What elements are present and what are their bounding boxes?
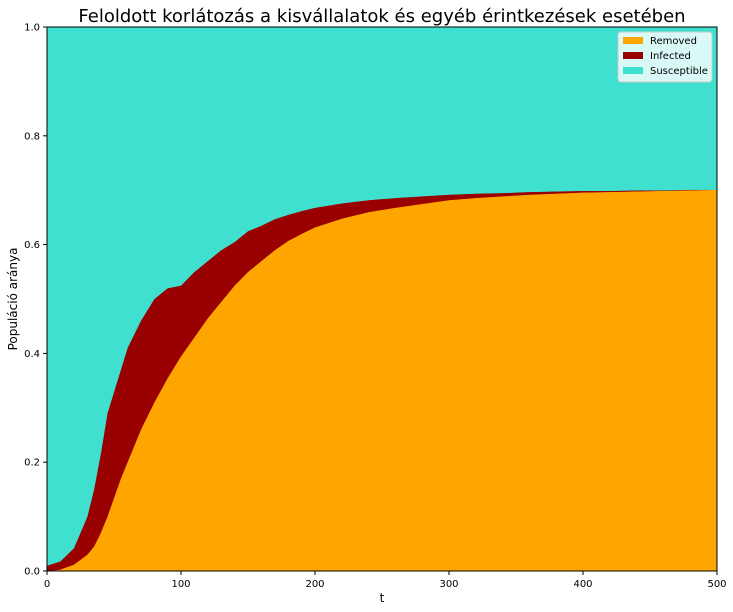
y-axis: 0.0 0.2 0.4 0.6 0.8 1.0	[24, 23, 47, 578]
plot-frame	[46, 26, 718, 572]
y-tick-label: 0.2	[24, 458, 40, 469]
x-tick-label: 400	[573, 579, 592, 590]
legend-label-removed: Removed	[650, 36, 697, 47]
legend: Removed Infected Susceptible	[617, 31, 713, 83]
x-tick-label: 0	[44, 579, 50, 590]
y-tick-label: 0.6	[24, 240, 40, 251]
plot-area	[46, 26, 718, 572]
y-tick-label: 0.4	[24, 349, 40, 360]
legend-swatch-infected	[623, 52, 643, 59]
x-tick-label: 300	[439, 579, 458, 590]
y-tick-label: 0.8	[24, 131, 40, 142]
y-tick-label: 1.0	[24, 23, 40, 34]
y-tick-label: 0.0	[24, 567, 40, 578]
y-axis-label: Populáció aránya	[6, 248, 20, 351]
legend-label-susceptible: Susceptible	[650, 66, 708, 77]
x-tick-label: 100	[171, 579, 190, 590]
area-layers	[46, 26, 718, 572]
x-tick-label: 500	[707, 579, 726, 590]
x-tick-label: 200	[305, 579, 324, 590]
legend-label-infected: Infected	[650, 51, 691, 62]
legend-swatch-susceptible	[623, 67, 643, 74]
legend-swatch-removed	[623, 37, 643, 44]
chart-title: Feloldott korlátozás a kisvállalatok és …	[78, 6, 685, 27]
x-axis: 0 100 200 300 400 500	[44, 571, 727, 590]
x-axis-label: t	[380, 591, 385, 605]
